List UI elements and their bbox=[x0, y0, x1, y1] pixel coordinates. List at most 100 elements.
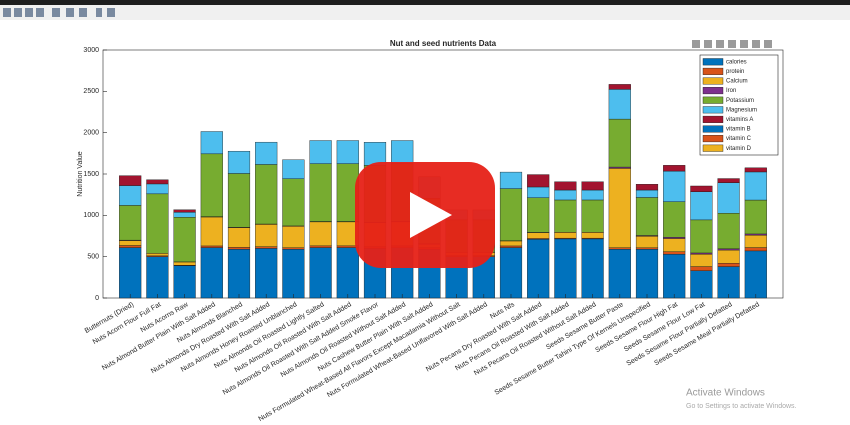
bar-segment bbox=[499, 188, 523, 241]
bar-segment bbox=[581, 181, 604, 191]
bar-segment bbox=[255, 248, 278, 299]
bar-segment bbox=[119, 240, 142, 246]
bar-segment bbox=[200, 131, 223, 155]
bar-segment bbox=[554, 238, 577, 299]
bar-segment bbox=[119, 245, 142, 248]
bar-segment bbox=[744, 167, 767, 173]
top-bar bbox=[0, 0, 850, 5]
y-tick-label: 3000 bbox=[83, 47, 99, 54]
chart-title: Nut and seed nutrients Data bbox=[390, 39, 497, 48]
tool-icon[interactable] bbox=[52, 8, 60, 17]
legend-swatch bbox=[702, 87, 724, 95]
legend-swatch bbox=[702, 106, 724, 114]
tool-icon[interactable] bbox=[14, 8, 22, 17]
bar-segment bbox=[173, 212, 196, 218]
bar-segment bbox=[690, 270, 713, 299]
bar-segment bbox=[255, 224, 278, 247]
bar-segment bbox=[608, 84, 631, 90]
y-tick-label: 0 bbox=[95, 295, 99, 302]
bar-segment bbox=[173, 265, 196, 299]
bar-segment bbox=[309, 221, 332, 247]
bar-segment bbox=[608, 247, 631, 250]
bar-segment bbox=[554, 189, 577, 201]
bar-segment bbox=[581, 232, 604, 239]
bar-segment bbox=[608, 89, 631, 120]
y-tick-label: 1000 bbox=[83, 212, 99, 219]
axes-tool[interactable] bbox=[692, 40, 700, 48]
bar-segment bbox=[119, 175, 142, 186]
bar-segment bbox=[363, 142, 387, 166]
bar-segment bbox=[635, 236, 659, 249]
play-icon[interactable] bbox=[410, 192, 452, 238]
legend-label: calories bbox=[726, 59, 747, 65]
bar-segment bbox=[309, 245, 332, 248]
bar-segment bbox=[554, 199, 577, 233]
tool-icon[interactable] bbox=[107, 8, 115, 17]
play-button[interactable] bbox=[355, 162, 495, 268]
bar-segment bbox=[608, 249, 631, 299]
bar-segment bbox=[146, 256, 169, 299]
bar-segment bbox=[527, 197, 550, 233]
toolbar-icons[interactable] bbox=[3, 8, 115, 17]
bar-segment bbox=[608, 168, 631, 248]
bar-segment bbox=[119, 247, 142, 299]
axes-tool[interactable] bbox=[764, 40, 772, 48]
axes-toolbar[interactable] bbox=[692, 40, 772, 48]
tool-icon[interactable] bbox=[96, 8, 102, 17]
bar-segment bbox=[255, 164, 278, 225]
bar-segment bbox=[499, 171, 523, 189]
bar-segment bbox=[173, 217, 196, 263]
bar-segment bbox=[635, 249, 659, 299]
bar-segment bbox=[119, 185, 142, 206]
bar-segment bbox=[391, 140, 414, 164]
legend-label: Potassium bbox=[726, 98, 754, 104]
bar-segment bbox=[200, 216, 223, 247]
bar-segment bbox=[499, 245, 523, 248]
bar-segment bbox=[690, 219, 713, 254]
bar-segment bbox=[744, 247, 767, 252]
tool-icon[interactable] bbox=[79, 8, 87, 17]
bar-segment bbox=[227, 247, 251, 250]
bar-segment bbox=[635, 197, 659, 236]
tool-icon[interactable] bbox=[66, 8, 74, 17]
bar-segment bbox=[663, 170, 686, 202]
tool-icon[interactable] bbox=[25, 8, 33, 17]
axes-tool[interactable] bbox=[740, 40, 748, 48]
legend-swatch bbox=[702, 125, 724, 133]
bar-segment bbox=[554, 181, 577, 191]
bar-segment bbox=[717, 266, 740, 299]
axes-tool[interactable] bbox=[728, 40, 736, 48]
bar-segment bbox=[527, 186, 550, 198]
bar-segment bbox=[690, 266, 713, 271]
bar-segment bbox=[227, 173, 251, 228]
bar-segment bbox=[336, 140, 359, 164]
bar-segment bbox=[554, 232, 577, 239]
tool-icon[interactable] bbox=[36, 8, 44, 17]
bar-segment bbox=[227, 249, 251, 299]
bar-segment bbox=[663, 253, 686, 299]
legend: calories protein Calcium Iron Potassium Magne… bbox=[699, 54, 779, 156]
bar-segment bbox=[663, 201, 686, 238]
bar-segment bbox=[119, 205, 142, 241]
y-axis-label: Nutrition Value bbox=[77, 151, 84, 197]
axes-tool[interactable] bbox=[704, 40, 712, 48]
bar-segment bbox=[663, 251, 686, 255]
bar-segment bbox=[527, 232, 550, 239]
legend-label: vitamin B bbox=[726, 127, 751, 133]
legend-label: vitamins A bbox=[726, 117, 753, 123]
bar-segment bbox=[581, 238, 604, 299]
y-tick-label: 500 bbox=[87, 254, 99, 261]
axes-tool[interactable] bbox=[716, 40, 724, 48]
axes-tool[interactable] bbox=[752, 40, 760, 48]
y-tick-label: 1500 bbox=[83, 171, 99, 178]
bar-segment bbox=[744, 171, 767, 201]
bar-segment bbox=[282, 249, 305, 299]
bar-segment bbox=[200, 153, 223, 217]
bar-segment bbox=[527, 239, 550, 299]
bar-segment bbox=[663, 165, 686, 172]
bar-segment bbox=[717, 249, 740, 264]
bar-segment bbox=[635, 247, 659, 250]
tool-icon[interactable] bbox=[3, 8, 11, 17]
bar-segment bbox=[635, 189, 659, 198]
